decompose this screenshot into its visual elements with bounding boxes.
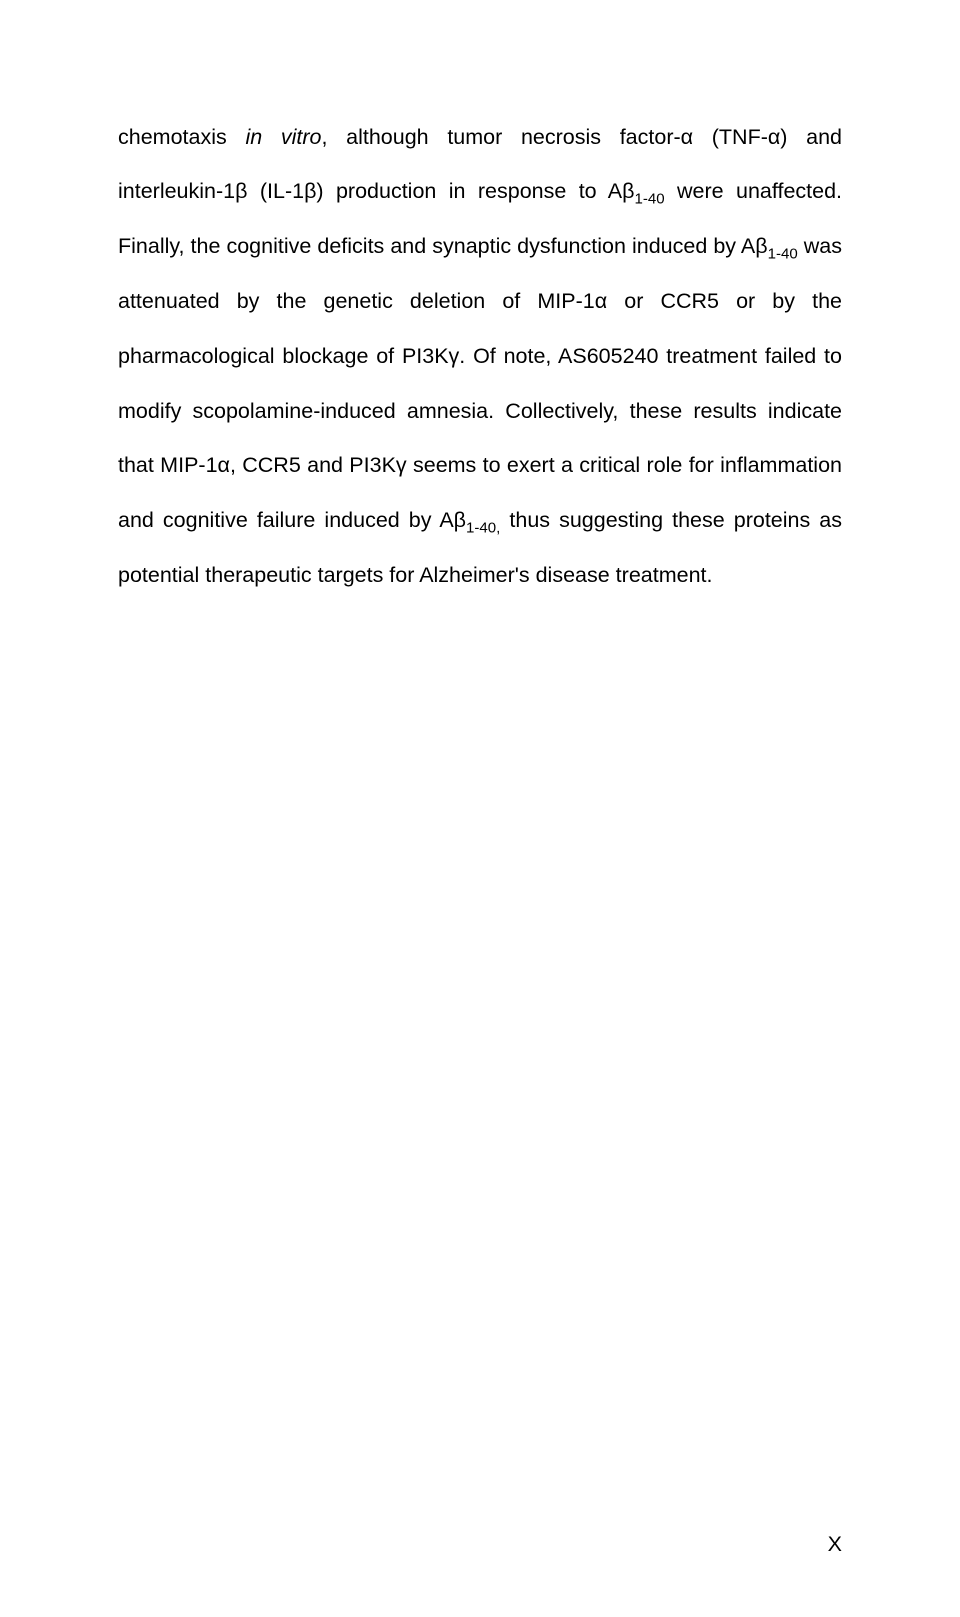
subscript-text: 1-40 [768, 245, 798, 262]
page-number: X [828, 1532, 842, 1557]
document-page: chemotaxis in vitro, although tumor necr… [0, 0, 960, 603]
body-text-run: chemotaxis [118, 125, 245, 149]
abstract-paragraph: chemotaxis in vitro, although tumor necr… [118, 110, 842, 603]
body-text-run: was attenuated by the genetic deletion o… [118, 234, 842, 532]
italic-text: in vitro [245, 125, 321, 149]
subscript-text: 1-40, [466, 519, 500, 536]
subscript-text: 1-40 [635, 191, 665, 208]
